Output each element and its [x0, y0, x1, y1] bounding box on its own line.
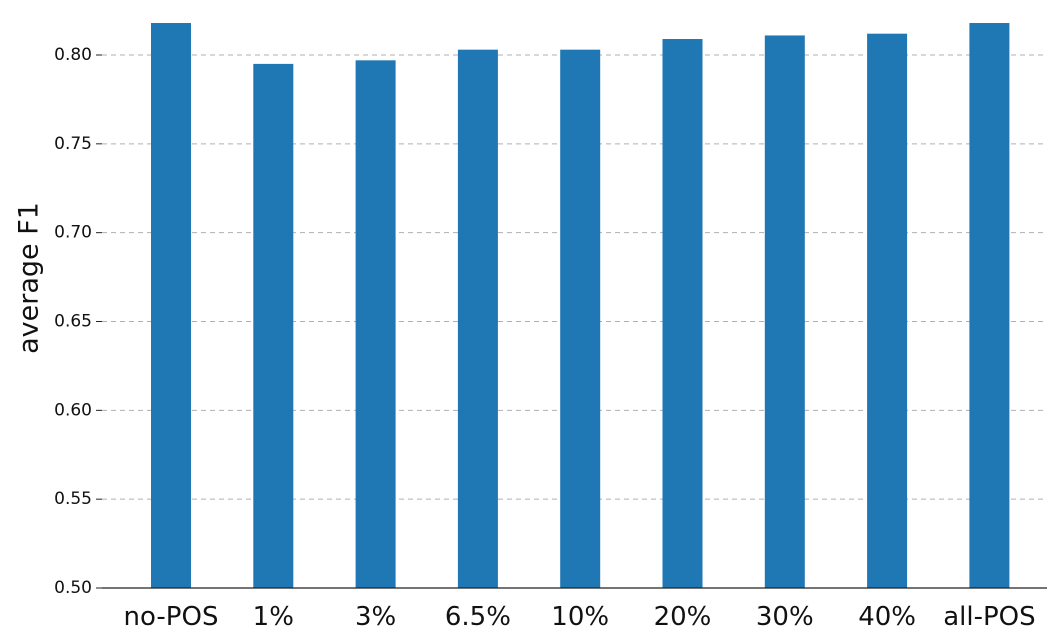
bar-3% — [355, 60, 396, 588]
x-tick-label: 40% — [858, 602, 916, 631]
x-tick-label: 10% — [551, 602, 609, 631]
bar-40% — [867, 33, 908, 589]
x-tick-label: 1% — [253, 602, 294, 631]
y-tick-label: 0.80 — [54, 45, 92, 65]
bar-30% — [764, 35, 805, 588]
x-tick-label: 6.5% — [445, 602, 511, 631]
bar-1% — [253, 63, 294, 588]
bar-6.5% — [457, 49, 498, 589]
y-tick-label: 0.65 — [54, 312, 92, 332]
y-tick-label: 0.75 — [54, 134, 92, 154]
y-tick-label: 0.50 — [54, 578, 92, 598]
x-tick-label: 3% — [355, 602, 396, 631]
bar-no-POS — [151, 23, 191, 588]
x-tick-label: 30% — [756, 602, 814, 631]
bars — [151, 23, 1010, 589]
axes — [96, 54, 1047, 589]
bar-20% — [662, 39, 703, 588]
x-tick-label: 20% — [654, 602, 712, 631]
y-axis-title: average F1 — [14, 202, 45, 354]
y-tick-label: 0.55 — [54, 489, 92, 509]
bar-all-POS — [969, 23, 1010, 588]
x-tick-label: no-POS — [124, 602, 219, 631]
x-tick-label: all-POS — [943, 602, 1035, 631]
bar-10% — [560, 49, 601, 589]
y-tick-label: 0.70 — [54, 223, 92, 243]
y-tick-labels: 0.50 0.55 0.60 0.65 0.70 0.75 0.80 — [54, 45, 92, 598]
y-tick-label: 0.60 — [54, 400, 92, 420]
x-tick-labels: no-POS 1% 3% 6.5% 10% 20% 30% 40% all-POS — [124, 602, 1036, 631]
